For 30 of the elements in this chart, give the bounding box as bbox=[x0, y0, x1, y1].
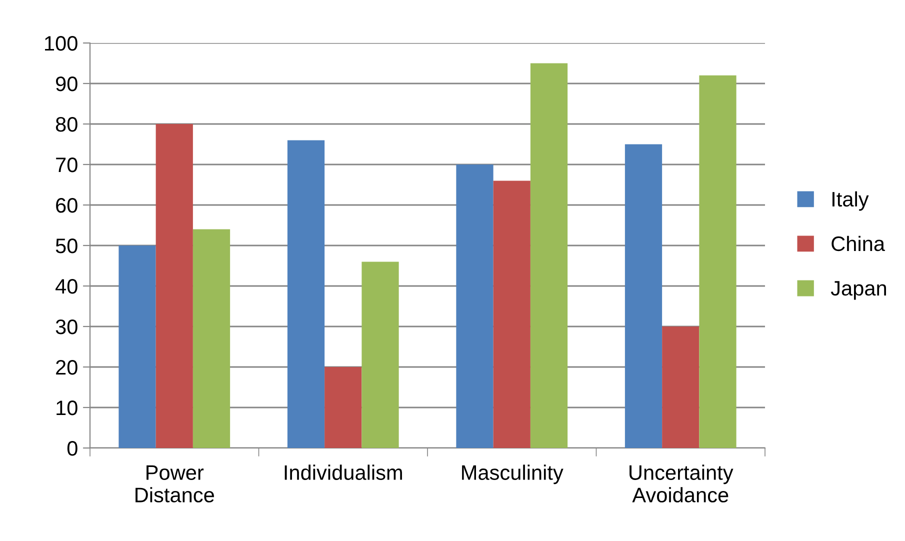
bar bbox=[362, 262, 399, 448]
y-tick-label: 40 bbox=[56, 279, 78, 294]
legend-label: China bbox=[832, 236, 886, 252]
bar bbox=[287, 140, 325, 448]
y-tick-label: 70 bbox=[56, 158, 78, 172]
bar bbox=[118, 246, 156, 448]
y-tick-label: 80 bbox=[56, 117, 78, 132]
y-tick-label: 60 bbox=[56, 198, 78, 213]
bar bbox=[156, 124, 193, 448]
bar bbox=[324, 367, 362, 448]
x-tick-label: Power Distance bbox=[136, 465, 214, 502]
legend-label: Japan bbox=[830, 281, 886, 300]
y-tick-label: 100 bbox=[45, 36, 78, 51]
bar bbox=[699, 75, 736, 448]
bar bbox=[662, 326, 700, 448]
bar bbox=[624, 144, 662, 448]
x-tick-label: Uncertainty Avoidance bbox=[630, 464, 734, 502]
bar bbox=[530, 63, 568, 448]
y-tick-label: 10 bbox=[56, 400, 78, 416]
y-tick-label: 30 bbox=[56, 320, 78, 334]
x-tick-label: Individualism bbox=[284, 464, 402, 480]
y-tick-label: 90 bbox=[56, 76, 78, 92]
y-tick-label: 0 bbox=[67, 441, 78, 456]
y-tick-label: 50 bbox=[56, 238, 78, 254]
bar bbox=[493, 180, 530, 448]
x-tick-label: Masculinity bbox=[462, 464, 564, 484]
y-tick-label: 20 bbox=[56, 360, 78, 375]
bar bbox=[456, 164, 494, 448]
bar bbox=[192, 229, 230, 448]
legend-label: Italy bbox=[832, 191, 869, 211]
